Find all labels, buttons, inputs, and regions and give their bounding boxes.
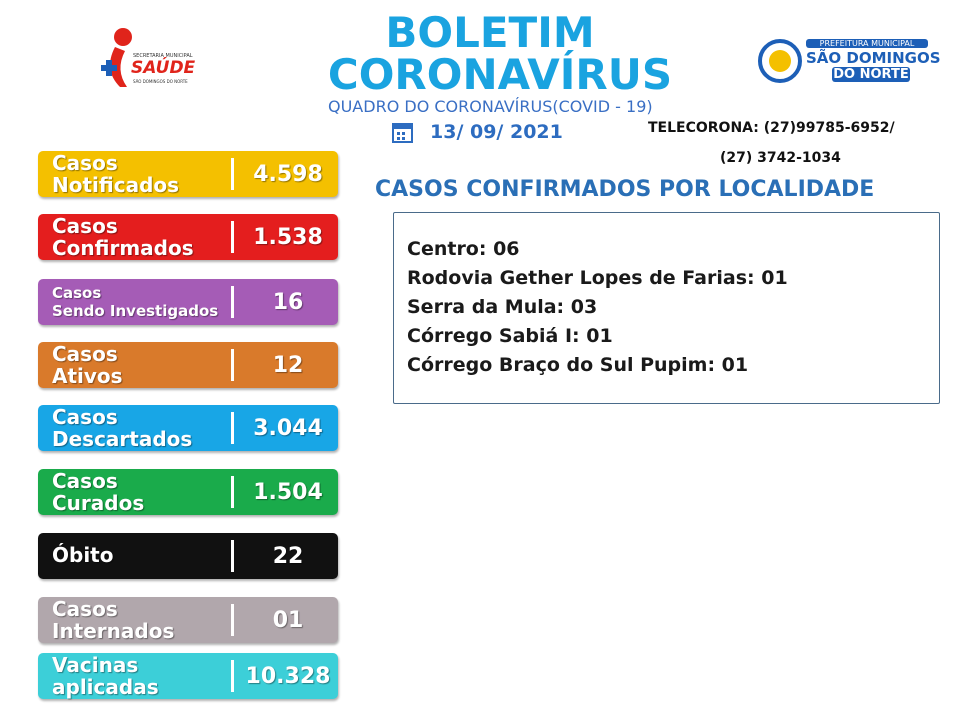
separator: [231, 158, 234, 190]
stat-value: 01: [272, 608, 304, 633]
logo-text: SAÚDE: [131, 58, 196, 78]
stat-card: Vacinas aplicadas 10.328: [38, 653, 338, 699]
stat-label-line: Casos: [52, 214, 118, 238]
stat-label-line: Óbito: [52, 543, 114, 567]
locality: Córrego Sabiá I: 01: [407, 325, 613, 347]
city-emblem: [758, 39, 802, 83]
stat-value: 16: [272, 290, 304, 315]
logo-text: SÃO DOMINGOS: [806, 49, 941, 67]
stat-label-line: Notificados: [52, 173, 180, 197]
section-title: CASOS CONFIRMADOS POR LOCALIDADE: [375, 177, 875, 202]
stat-label-line: Ativos: [52, 364, 123, 388]
stat-label: Casos Curados: [52, 470, 144, 514]
phone: TELECORONA: (27)99785-6952/: [648, 120, 895, 136]
separator: [231, 540, 234, 572]
localities-box: [393, 212, 940, 404]
logo-text: SECRETARIA MUNICIPAL: [133, 53, 193, 59]
health-logo: SECRETARIA MUNICIPAL SAÚDE SÃO DOMINGOS …: [95, 25, 195, 95]
stat-label-line: Casos: [52, 597, 118, 621]
city-logo: PREFEITURA MUNICIPAL SÃO DOMINGOS DO NOR…: [758, 37, 941, 87]
subtitle: QUADRO DO CORONAVÍRUS(COVID - 19): [328, 97, 653, 116]
stat-label-line: Confirmados: [52, 236, 194, 260]
stat-card: Óbito 22: [38, 533, 338, 579]
stat-card: Casos Sendo Investigados 16: [38, 279, 338, 325]
stat-label: Casos Sendo Investigados: [52, 284, 218, 320]
stat-value: 12: [272, 353, 304, 378]
stat-card: Casos Confirmados 1.538: [38, 214, 338, 260]
stat-label-line: Casos: [52, 342, 118, 366]
locality: Córrego Braço do Sul Pupim: 01: [407, 354, 749, 376]
stat-label-line: Internados: [52, 619, 175, 643]
stat-value: 1.504: [253, 480, 323, 505]
stat-card: Casos Internados 01: [38, 597, 338, 643]
logo-text: SÃO DOMINGOS DO NORTE: [133, 79, 188, 84]
stat-label-line: Descartados: [52, 427, 193, 451]
logo-text: PREFEITURA MUNICIPAL: [806, 39, 928, 48]
stat-label: Casos Notificados: [52, 152, 179, 196]
separator: [231, 604, 234, 636]
stat-card: Casos Curados 1.504: [38, 469, 338, 515]
separator: [231, 660, 234, 692]
stat-label: Casos Confirmados: [52, 215, 194, 259]
stat-label: Casos Ativos: [52, 343, 123, 387]
health-icon: [101, 28, 132, 87]
stat-label: Casos Descartados: [52, 406, 192, 450]
stat-label-line: Vacinas: [52, 653, 139, 677]
separator: [231, 412, 234, 444]
stat-label: Casos Internados: [52, 598, 174, 642]
stat-value: 22: [272, 544, 304, 569]
stat-value: 4.598: [253, 162, 323, 187]
stat-label-line: Casos: [52, 151, 118, 175]
stat-card: Casos Notificados 4.598: [38, 151, 338, 197]
stat-card: Casos Descartados 3.044: [38, 405, 338, 451]
calendar-icon: [392, 123, 413, 143]
phone: (27) 3742-1034: [720, 150, 841, 166]
stat-label-line: Casos: [52, 469, 118, 493]
logo-text: DO NORTE: [832, 67, 910, 82]
locality: Rodovia Gether Lopes de Farias: 01: [407, 267, 788, 289]
separator: [231, 221, 234, 253]
stat-label-line: Curados: [52, 491, 145, 515]
locality: Serra da Mula: 03: [407, 296, 598, 318]
stat-value: 10.328: [245, 664, 331, 689]
stat-label: Óbito: [52, 544, 113, 566]
stat-value: 1.538: [253, 225, 323, 250]
stat-label: Vacinas aplicadas: [52, 654, 159, 698]
separator: [231, 286, 234, 318]
separator: [231, 476, 234, 508]
stat-card: Casos Ativos 12: [38, 342, 338, 388]
locality: Centro: 06: [407, 238, 520, 260]
title: CORONAVÍRUS: [327, 50, 673, 99]
stat-label-line: Casos: [52, 284, 102, 302]
stat-label-line: aplicadas: [52, 675, 159, 699]
date: 13/ 09/ 2021: [430, 121, 563, 143]
title: BOLETIM: [385, 8, 595, 57]
stat-label-line: Casos: [52, 405, 118, 429]
separator: [231, 349, 234, 381]
stat-value: 3.044: [253, 416, 323, 441]
stat-label-line: Sendo Investigados: [52, 302, 219, 320]
